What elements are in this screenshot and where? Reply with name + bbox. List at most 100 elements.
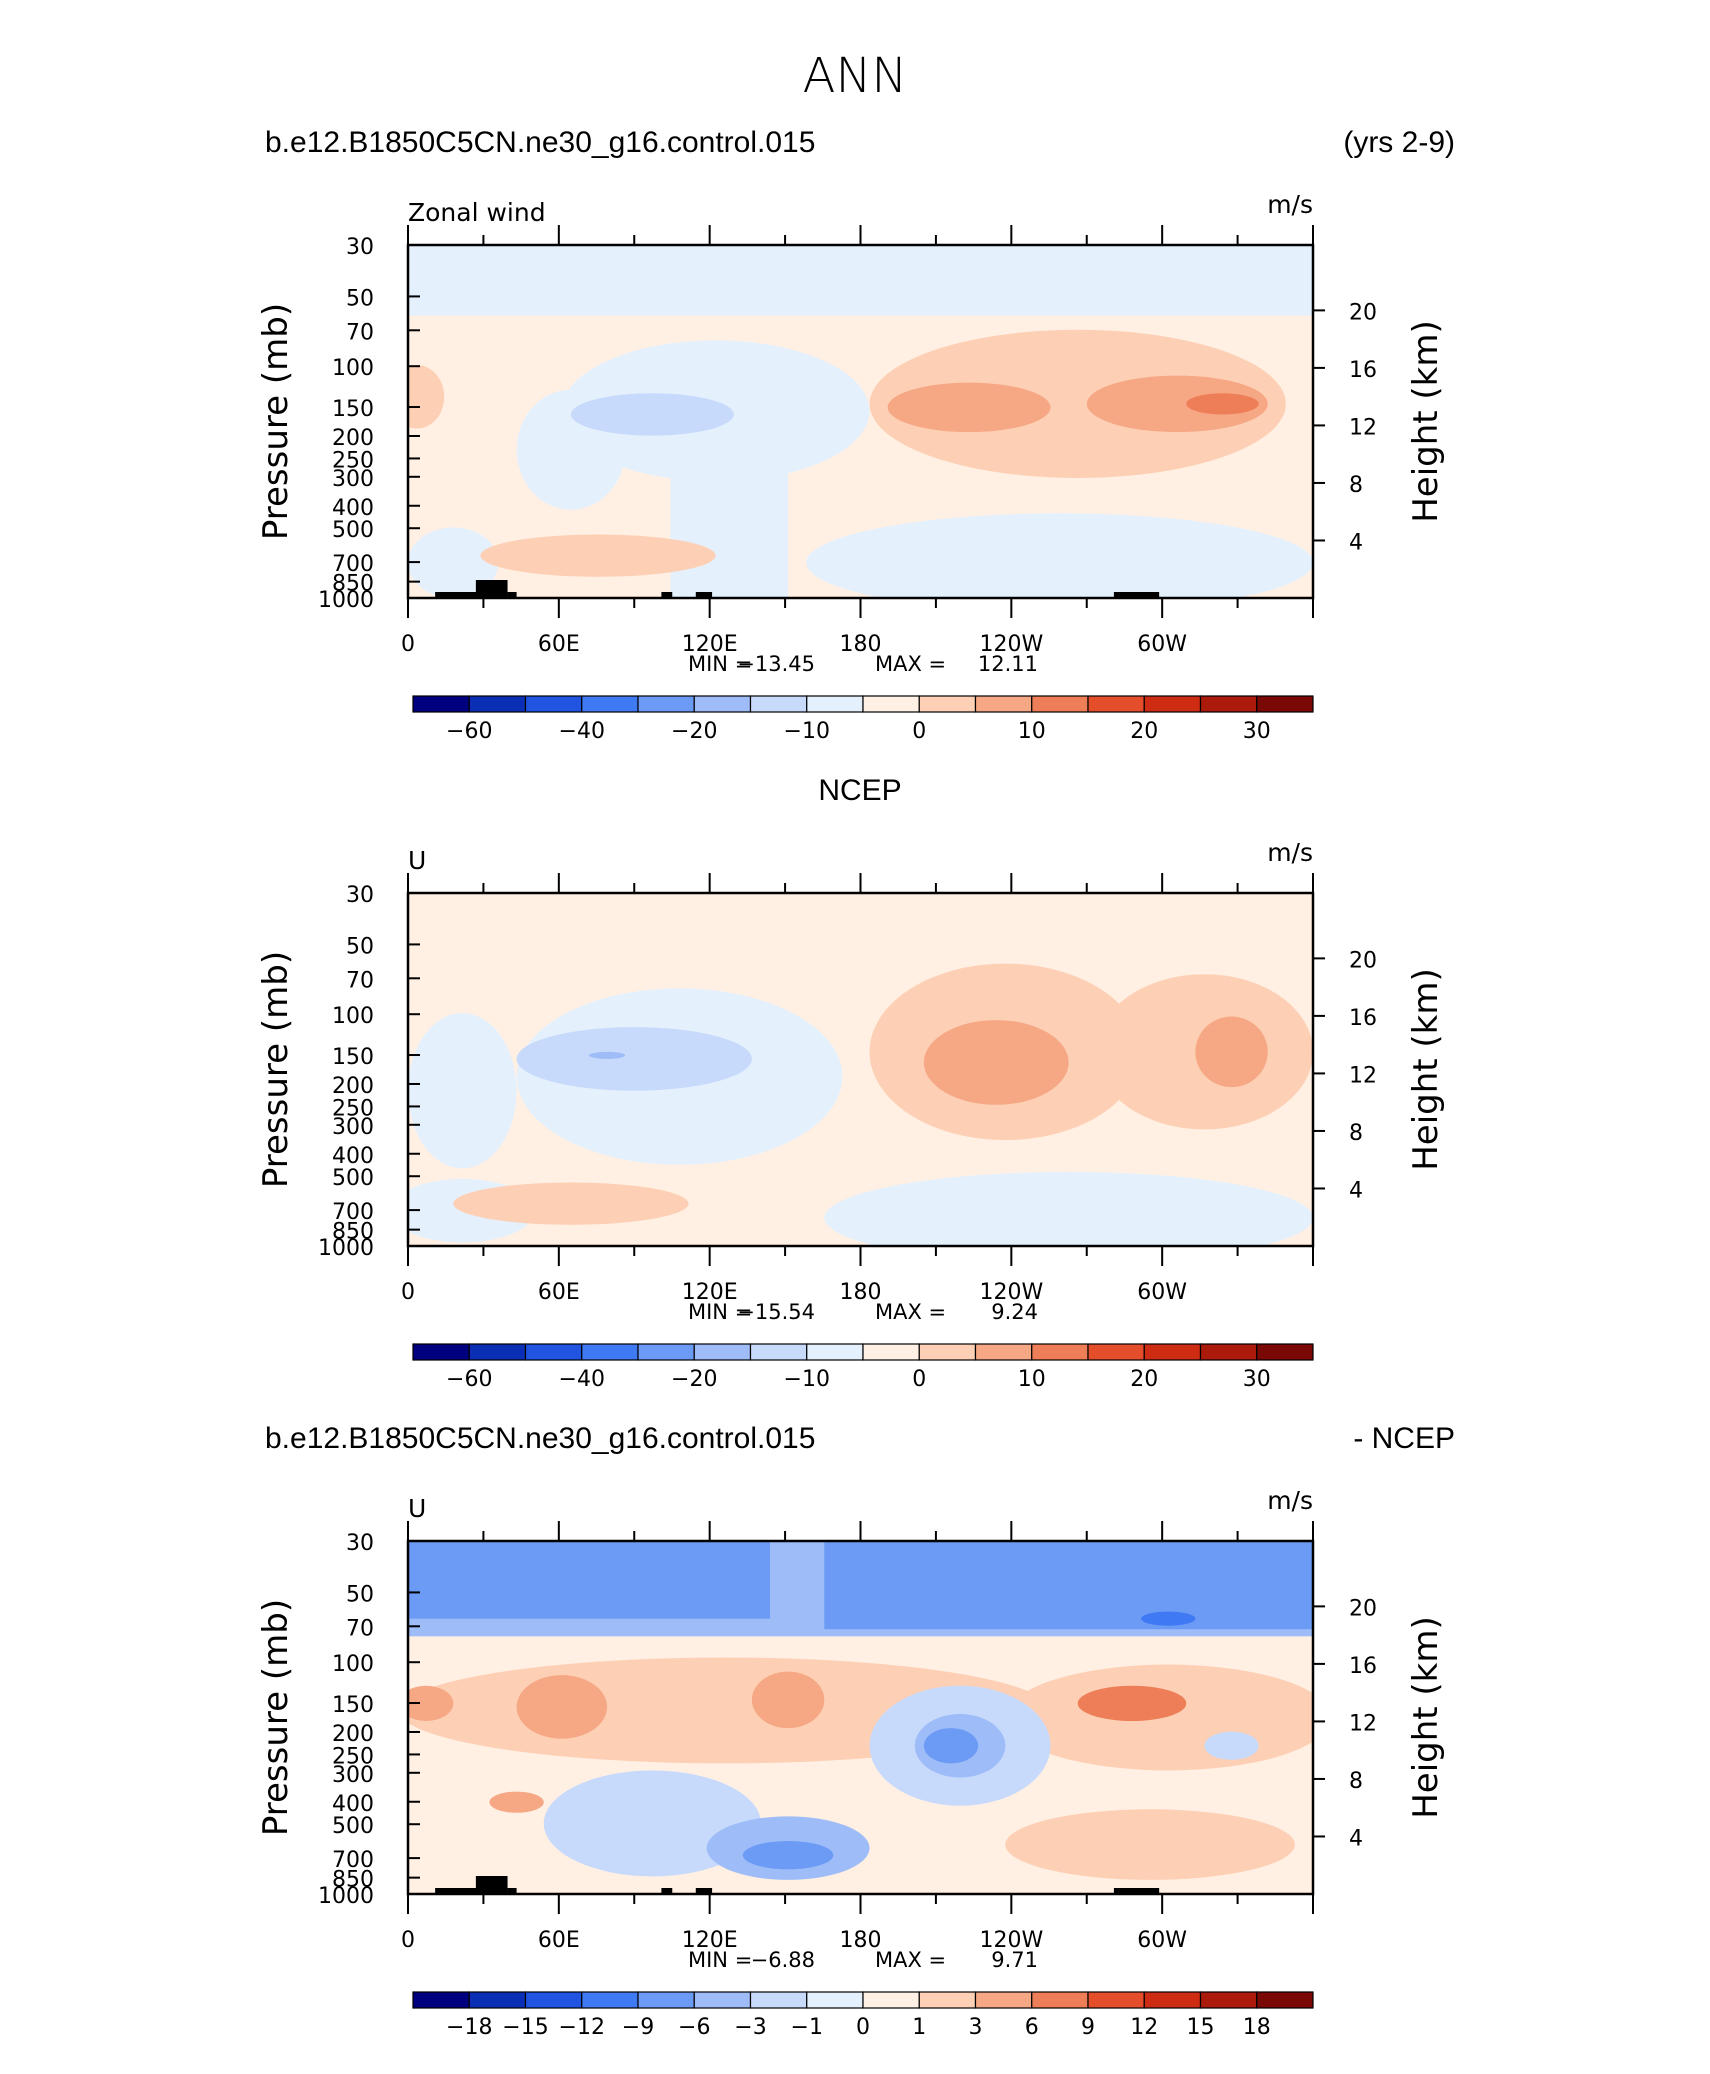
colorbar-label: −20	[671, 719, 717, 744]
y-tick-label: 250	[332, 1096, 374, 1121]
variable-label: U	[408, 1494, 426, 1523]
y-tick-label: 150	[332, 1693, 374, 1718]
y-tick-label: 400	[332, 1144, 374, 1169]
y2-tick-label: 12	[1349, 415, 1377, 440]
y2-axis-title: Height (km)	[1406, 968, 1446, 1171]
y-tick-label: 300	[332, 467, 374, 492]
x-tick-label: 0	[401, 1928, 415, 1953]
colorbar-swatch	[862, 1991, 920, 2009]
y-tick-label: 700	[332, 1848, 374, 1873]
colorbar-swatch	[1031, 1343, 1089, 1361]
y-tick-label: 30	[346, 1531, 374, 1556]
colorbar-label: 10	[1018, 719, 1046, 744]
max-label: MAX =	[875, 652, 946, 676]
colorbar-swatch	[974, 1343, 1033, 1361]
colorbar-label: −60	[446, 1367, 492, 1392]
contour-region	[1195, 1016, 1268, 1088]
contour-region	[453, 1182, 689, 1225]
units-label: m/s	[1267, 838, 1313, 867]
colorbar-label: −12	[559, 2015, 605, 2040]
colorbar-swatch	[637, 1991, 695, 2009]
topography-bar	[435, 1888, 481, 1894]
colorbar-swatch	[581, 1343, 639, 1361]
contour-region	[824, 1541, 1313, 1630]
colorbar-swatch	[468, 695, 527, 713]
topography-bar	[475, 1876, 508, 1894]
y-tick-label: 150	[332, 1045, 374, 1070]
min-label: MIN =	[688, 1948, 752, 1972]
colorbar-label: 0	[912, 1367, 926, 1392]
topography-bar	[435, 592, 481, 598]
x-tick-label: 120W	[979, 1280, 1043, 1305]
max-label: MAX =	[875, 1948, 946, 1972]
colorbar-swatch	[524, 1991, 583, 2009]
units-label: m/s	[1267, 1486, 1313, 1515]
colorbar-swatch	[749, 1343, 808, 1361]
topography-bar	[1113, 1888, 1160, 1894]
colorbar-label: 0	[912, 719, 926, 744]
y-tick-label: 1000	[318, 1884, 374, 1909]
contour-field	[408, 893, 1313, 1246]
x-tick-label: 0	[401, 1280, 415, 1305]
y-tick-label: 70	[346, 968, 374, 993]
contour-region	[869, 329, 1286, 478]
case-title: b.e12.B1850C5CN.ne30_g16.control.015	[265, 1422, 815, 1455]
x-tick-label: 60E	[538, 632, 580, 657]
min-value: −13.45	[737, 652, 815, 676]
y2-tick-label: 4	[1349, 1178, 1363, 1203]
contour-region	[408, 365, 445, 429]
y-tick-label: 1000	[318, 1236, 374, 1261]
contour-field	[408, 1541, 1313, 1894]
x-tick-label: 60W	[1137, 1928, 1187, 1953]
colorbar-label: 3	[969, 2015, 983, 2040]
units-label: m/s	[1267, 190, 1313, 219]
y-tick-label: 850	[332, 572, 374, 597]
colorbar-swatch	[1256, 1343, 1314, 1361]
y2-tick-label: 4	[1349, 1826, 1363, 1851]
y-tick-label: 70	[346, 1616, 374, 1641]
y2-tick-label: 20	[1349, 300, 1377, 325]
colorbar-swatch	[1199, 1991, 1258, 2009]
y-tick-label: 70	[346, 320, 374, 345]
colorbar-label: −1	[791, 2015, 823, 2040]
colorbar-swatch	[581, 695, 639, 713]
y-tick-label: 400	[332, 496, 374, 521]
y-tick-label: 700	[332, 1200, 374, 1225]
colorbar-label: 20	[1130, 719, 1158, 744]
colorbar-label: −60	[446, 719, 492, 744]
topography-bar	[507, 1888, 517, 1894]
colorbar-swatch	[524, 1343, 583, 1361]
colorbar-swatch	[637, 1343, 695, 1361]
panel-1: b.e12.B1850C5CN.ne30_g16.control.015 (yrs…	[256, 126, 1455, 744]
contour-region	[1005, 1809, 1295, 1880]
y-tick-label: 200	[332, 1722, 374, 1747]
colorbar-label: −3	[734, 2015, 766, 2040]
colorbar-swatch	[412, 1991, 470, 2009]
contour-region	[1077, 1685, 1187, 1722]
panels: b.e12.B1850C5CN.ne30_g16.control.015 (yrs…	[256, 126, 1455, 2040]
y-tick-label: 500	[332, 518, 374, 543]
max-value: 9.71	[991, 1948, 1038, 1972]
colorbar-swatch	[1199, 695, 1258, 713]
colorbar-label: 15	[1187, 2015, 1215, 2040]
colorbar-label: 30	[1243, 1367, 1271, 1392]
y-tick-label: 50	[346, 1582, 374, 1607]
colorbar-swatch	[412, 1343, 470, 1361]
contour-region	[489, 1791, 544, 1813]
colorbar-label: −10	[784, 1367, 830, 1392]
y-tick-label: 850	[332, 1220, 374, 1245]
contour-region	[806, 513, 1313, 598]
colorbar-swatch	[974, 1991, 1033, 2009]
contour-region	[1086, 375, 1268, 433]
y-tick-label: 30	[346, 883, 374, 908]
colorbar-swatch	[637, 695, 695, 713]
topography-bar	[695, 1888, 713, 1894]
panel-3: b.e12.B1850C5CN.ne30_g16.control.015 - NC…	[256, 1422, 1455, 2040]
contour-region	[923, 1020, 1069, 1105]
y2-tick-label: 8	[1349, 1769, 1363, 1794]
y2-tick-label: 8	[1349, 473, 1363, 498]
colorbar-label: 6	[1025, 2015, 1039, 2040]
topography-bar	[475, 580, 508, 598]
colorbar-swatch	[918, 695, 977, 713]
colorbar-swatch	[412, 695, 470, 713]
